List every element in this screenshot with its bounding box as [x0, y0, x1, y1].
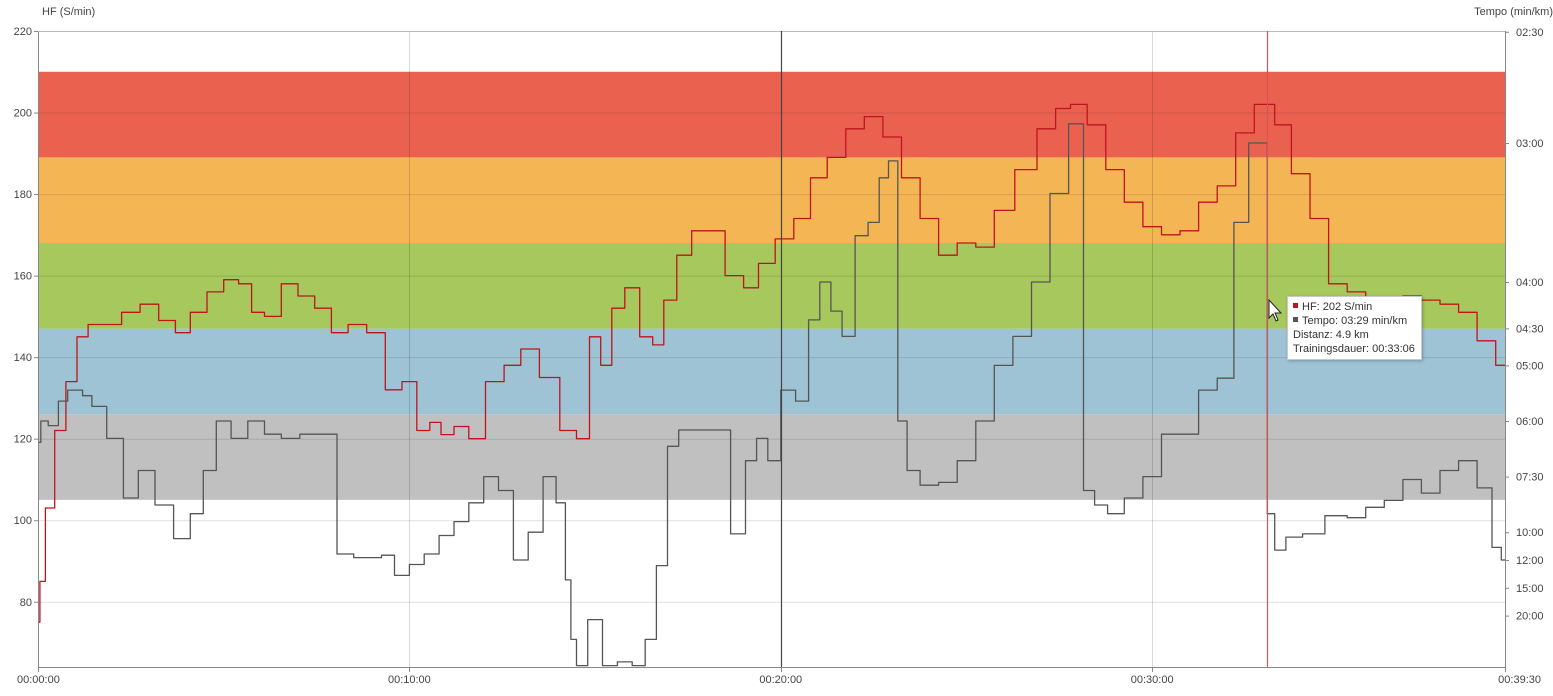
x-tick-label: 00:30:00	[1131, 674, 1174, 686]
hf-series-line	[38, 103, 1505, 623]
right-tick-label: 15:00	[1516, 583, 1544, 595]
right-tick-label: 07:30	[1516, 472, 1544, 484]
left-tick-label: 100	[14, 515, 32, 527]
left-tick-label: 160	[14, 271, 32, 283]
tempo-swatch	[1293, 317, 1298, 322]
left-tick-label: 200	[14, 108, 32, 120]
axes: 80 100 120 140 160 180 200 220 02:30 03:00 04:00 04…	[14, 6, 1553, 686]
right-tick-label: 20:00	[1516, 611, 1544, 623]
data-tooltip: HF: 202 S/min Tempo: 03:29 min/km Distan…	[1287, 296, 1422, 360]
heart-rate-zones	[38, 71, 1505, 500]
right-tick-label: 05:00	[1516, 360, 1544, 372]
right-tick-label: 06:00	[1516, 416, 1544, 428]
zone-band-4	[38, 157, 1505, 243]
tooltip-tempo: Tempo: 03:29 min/km	[1302, 315, 1408, 327]
hover-cursor	[780, 31, 1283, 667]
tooltip-hf: HF: 202 S/min	[1302, 301, 1373, 313]
zone-band-2	[38, 328, 1505, 415]
right-tick-label: 04:30	[1516, 323, 1544, 335]
x-tick-label: 00:10:00	[388, 674, 431, 686]
hf-swatch	[1293, 303, 1298, 308]
right-tick-label: 04:00	[1516, 277, 1544, 289]
right-tick-label: 10:00	[1516, 527, 1544, 539]
right-axis-title: Tempo (min/km)	[1474, 6, 1553, 18]
x-tick-label: 00:39:30	[1498, 674, 1541, 686]
left-tick-label: 140	[14, 352, 32, 364]
left-tick-label: 180	[14, 189, 32, 201]
series-lines	[38, 103, 1505, 667]
tooltip-distance: Distanz: 4.9 km	[1293, 329, 1369, 341]
zone-band-3	[38, 243, 1505, 329]
zone-band-1	[38, 414, 1505, 500]
x-tick-label: 00:20:00	[759, 674, 802, 686]
tempo-series-line	[38, 123, 1505, 667]
left-tick-label: 120	[14, 434, 32, 446]
left-tick-label: 80	[20, 597, 32, 609]
right-tick-label: 03:00	[1516, 138, 1544, 150]
left-axis-title: HF (S/min)	[42, 6, 95, 18]
right-tick-label: 12:00	[1516, 555, 1544, 567]
tooltip-hf-row: HF: 202 S/min	[1293, 300, 1415, 314]
x-tick-label: 00:00:00	[17, 674, 60, 686]
zone-band-5	[38, 71, 1505, 158]
right-tick-label: 02:30	[1516, 27, 1544, 39]
tooltip-tempo-row: Tempo: 03:29 min/km	[1293, 314, 1415, 328]
mouse-pointer-icon	[1268, 298, 1283, 322]
tooltip-duration: Trainingsdauer: 00:33:06	[1293, 343, 1415, 355]
left-tick-label: 220	[14, 26, 32, 38]
